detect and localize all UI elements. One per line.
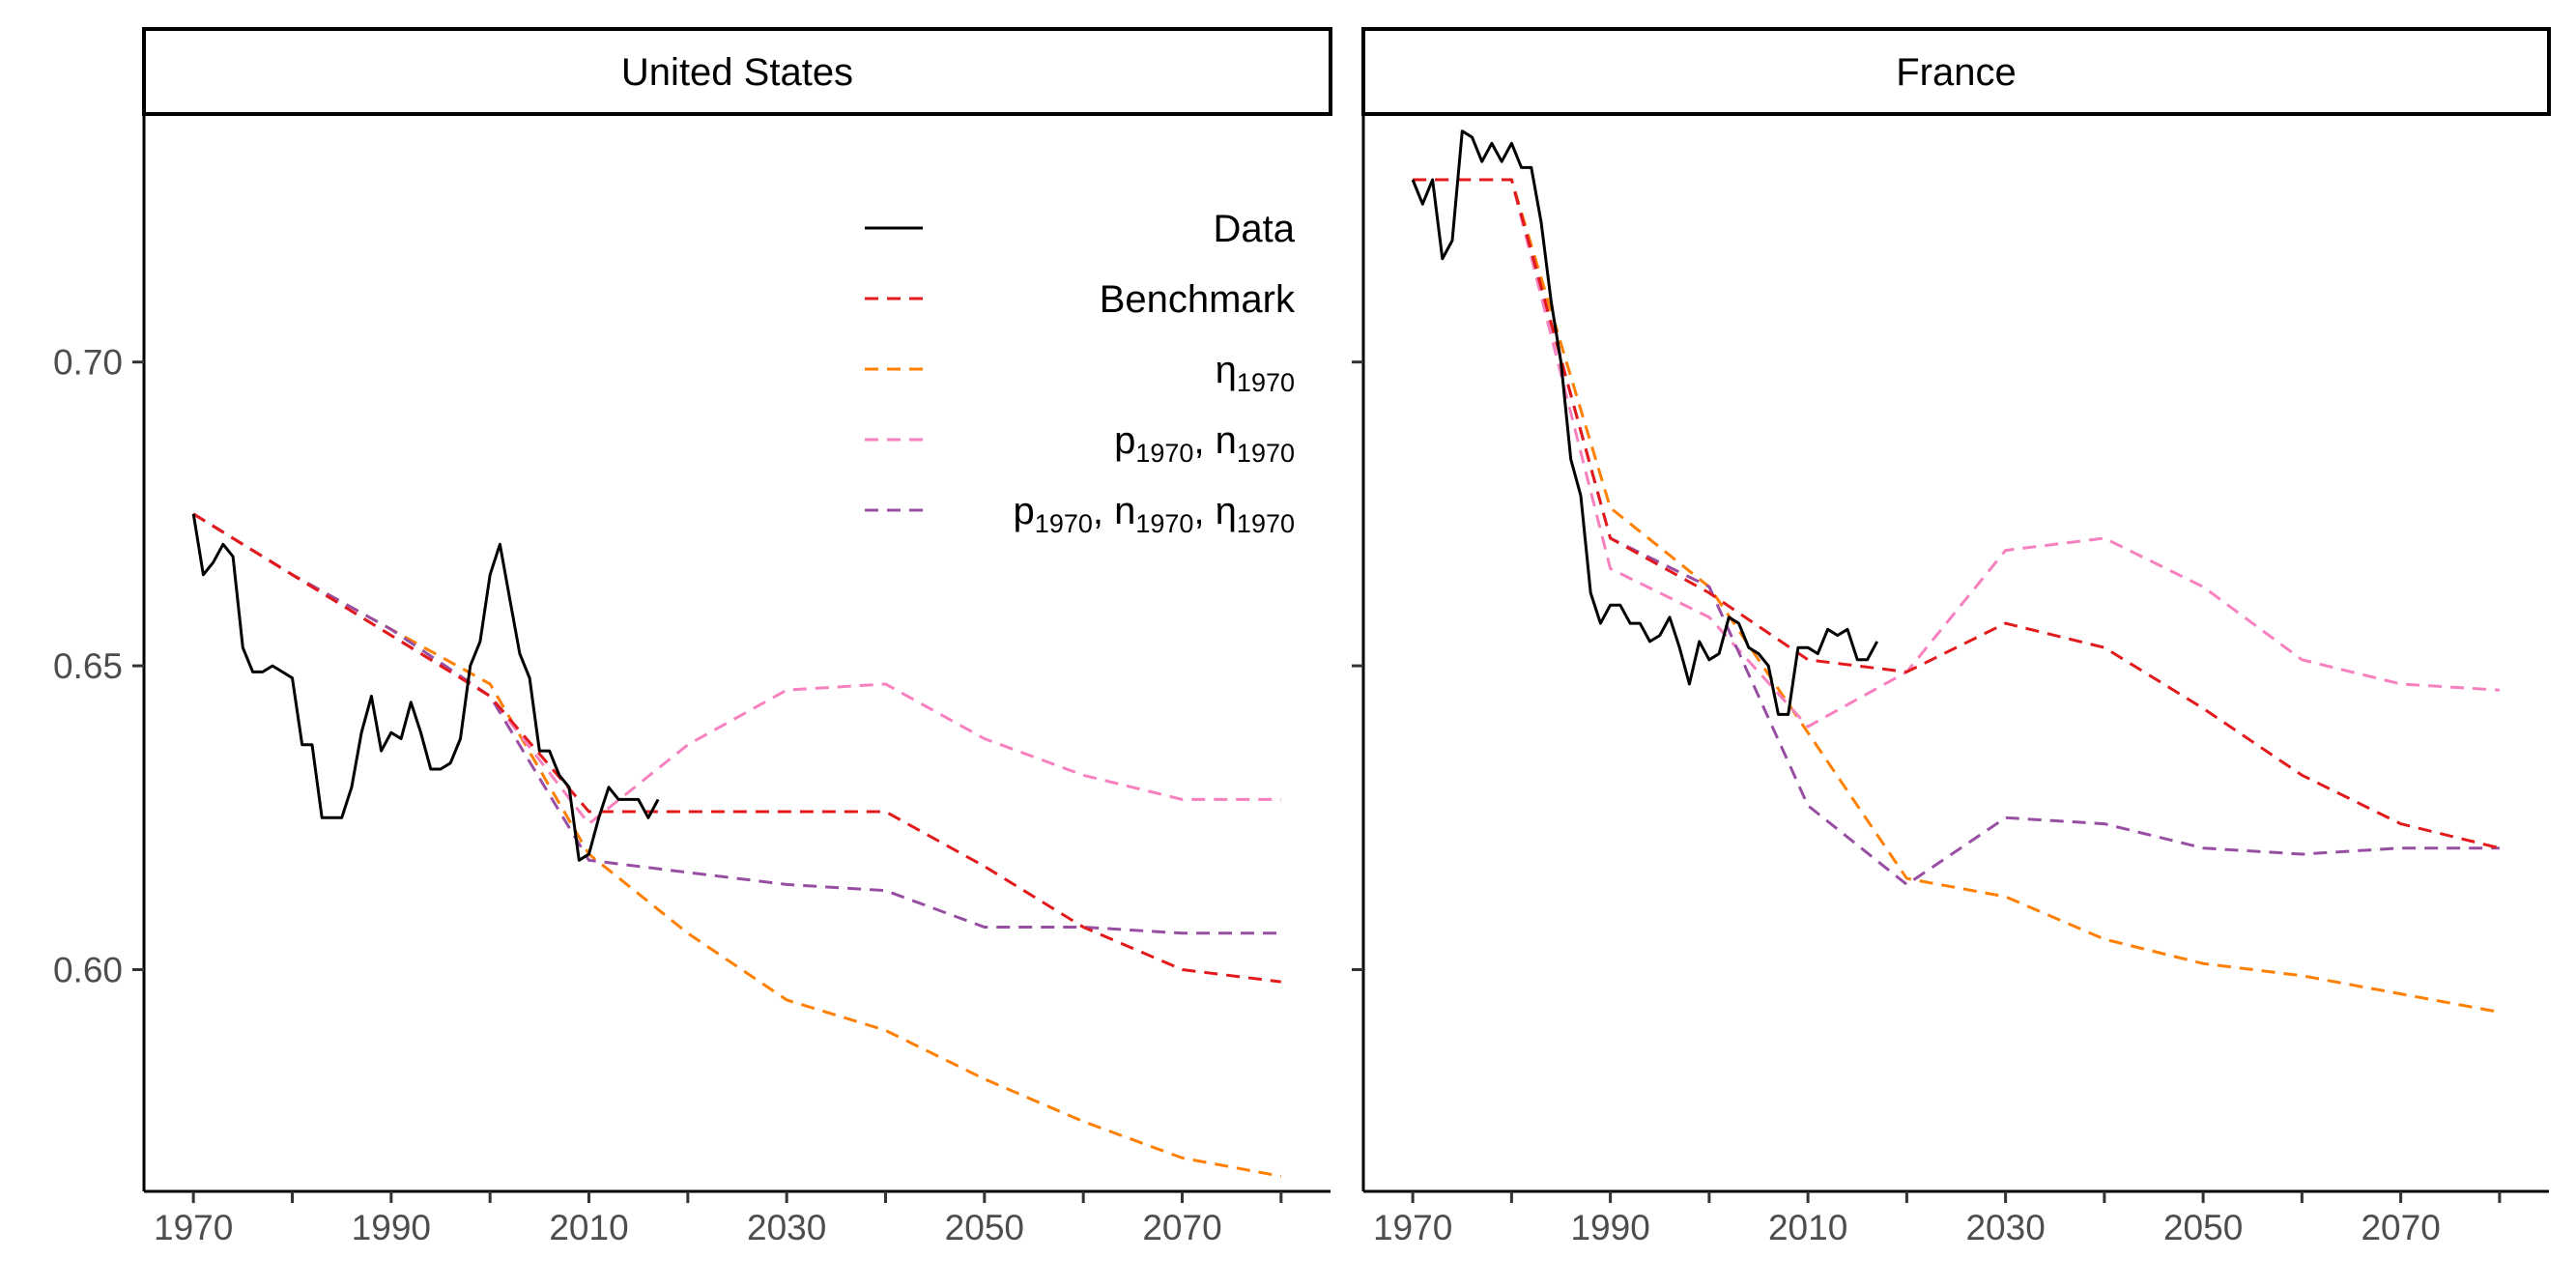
legend-label-part: η xyxy=(1216,349,1237,391)
series-line-data xyxy=(191,513,660,862)
x-tick-label: 1970 xyxy=(154,1208,233,1247)
series-line-p1970-n1970 xyxy=(192,512,1281,826)
panel-united-states: United States 1970 1990 2010 2030 2050 2070 0.6… xyxy=(53,27,1332,1247)
x-tick-label: 2070 xyxy=(1142,1208,1221,1247)
series-line-benchmark xyxy=(192,512,1281,984)
legend-label-benchmark: Benchmark xyxy=(1100,278,1296,321)
x-tick-label: 1970 xyxy=(1373,1208,1452,1247)
legend-label-part: , n xyxy=(1193,419,1236,462)
facet-strip xyxy=(1361,27,2551,116)
x-tick-label: 2050 xyxy=(945,1208,1024,1247)
legend-label-part: p xyxy=(1114,419,1135,462)
facet-strip-title: France xyxy=(1896,51,2017,94)
x-tick-label: 2010 xyxy=(549,1208,628,1247)
x-tick-label: 2030 xyxy=(1965,1208,2045,1247)
legend-label-subscript: 1970 xyxy=(1135,509,1193,538)
x-tick-label: 2010 xyxy=(1768,1208,1847,1247)
legend-label-part: Benchmark xyxy=(1100,278,1296,321)
y-tick-label: 0.60 xyxy=(53,950,123,989)
legend-label-subscript: 1970 xyxy=(1237,509,1295,538)
facet-strip xyxy=(142,27,1332,116)
legend-label-subscript: 1970 xyxy=(1237,439,1295,468)
series-line-data xyxy=(1411,129,1879,716)
legend-label-subscript: 1970 xyxy=(1135,439,1193,468)
series-line-p1970-n1970-eta1970 xyxy=(192,512,1281,935)
legend-label-p1970-n1970-eta1970: p1970, n1970, η1970 xyxy=(1014,490,1295,538)
series-line-p1970-n1970-eta1970 xyxy=(1413,178,2500,886)
legend-label-part: Data xyxy=(1214,208,1296,250)
y-tick-label: 0.70 xyxy=(53,343,123,383)
series-line-eta1970 xyxy=(1413,178,2501,1014)
panel-france: France 1970 1990 2010 2030 2050 2070 xyxy=(1352,27,2551,1247)
x-tick-label: 2070 xyxy=(2361,1208,2440,1247)
legend-label-part: , n xyxy=(1093,490,1135,532)
x-tick-label: 1990 xyxy=(352,1208,431,1247)
legend-label-eta1970: η1970 xyxy=(1216,349,1295,397)
x-tick-label: 1990 xyxy=(1570,1208,1649,1247)
x-tick-label: 2050 xyxy=(2163,1208,2243,1247)
legend-label-p1970-n1970: p1970, n1970 xyxy=(1114,419,1295,468)
facet-strip-title: United States xyxy=(621,51,853,94)
legend-label-subscript: 1970 xyxy=(1035,509,1093,538)
legend-label-part: , η xyxy=(1193,490,1236,532)
y-tick-label: 0.65 xyxy=(53,646,123,686)
x-tick-label: 2030 xyxy=(747,1208,826,1247)
legend-label-subscript: 1970 xyxy=(1237,368,1295,397)
series-line-p1970-n1970 xyxy=(1413,178,2500,729)
legend-label-data: Data xyxy=(1214,208,1296,250)
series-line-benchmark xyxy=(1413,178,2501,850)
legend-label-part: p xyxy=(1014,490,1035,532)
